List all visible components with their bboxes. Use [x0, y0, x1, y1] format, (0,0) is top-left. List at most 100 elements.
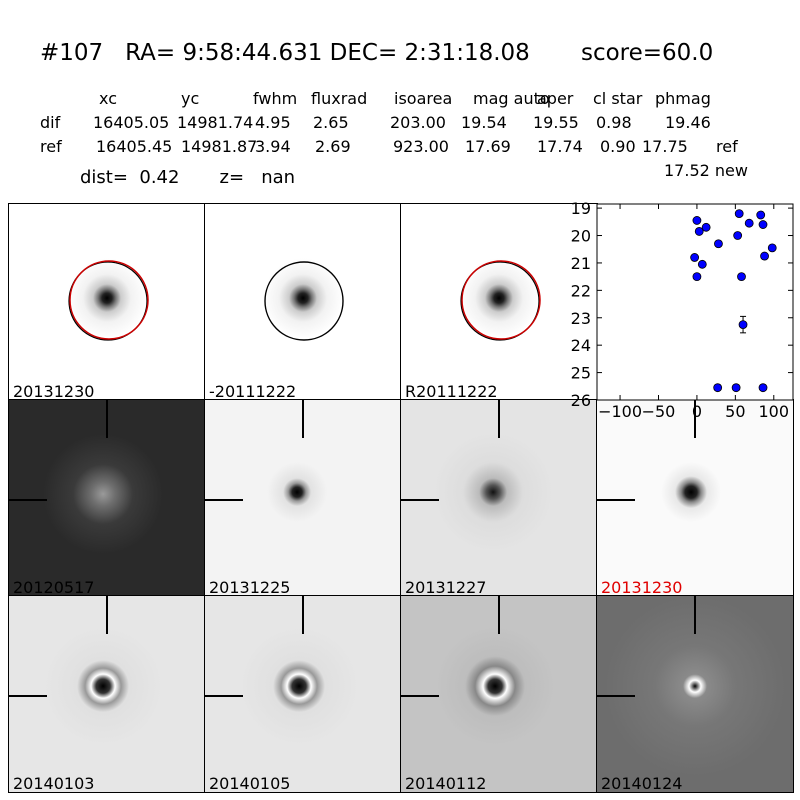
- cutout-panel: -20111222: [205, 204, 401, 400]
- panel-date-label: 20131230: [601, 578, 683, 596]
- data-point: [760, 251, 769, 261]
- data-point: [714, 239, 723, 249]
- y-tick-label: 23: [571, 309, 591, 328]
- column-header: mag auto: [473, 89, 550, 108]
- data-point: [694, 227, 704, 236]
- panel-date-label: 20131230: [13, 382, 95, 400]
- cutout-panel: 20140124: [597, 596, 793, 792]
- cutout-panel: 20131227: [401, 400, 597, 596]
- y-tick-label: 19: [571, 199, 591, 218]
- table-cell: 17.74: [537, 137, 583, 156]
- data-point: [738, 320, 748, 330]
- data-point: [731, 383, 741, 393]
- table-cell: 17.69: [465, 137, 511, 156]
- panel-date-label: -20111222: [209, 382, 297, 400]
- column-header: fwhm: [253, 89, 298, 108]
- column-header: aper: [537, 89, 574, 108]
- data-point: [697, 259, 707, 269]
- y-tick-label: 22: [571, 281, 591, 300]
- table-cell: 4.95: [255, 113, 291, 132]
- data-point: [692, 216, 702, 225]
- y-tick-label: 20: [571, 227, 591, 246]
- data-point: [733, 231, 743, 240]
- table-cell: 19.54: [461, 113, 507, 132]
- header-title: #107 RA= 9:58:44.631 DEC= 2:31:18.08 sco…: [40, 40, 714, 66]
- circle-outline: [68, 261, 148, 341]
- distance-line: dist= 0.42 z= nan: [80, 167, 296, 188]
- row-label: ref: [40, 137, 62, 156]
- data-point: [744, 218, 754, 228]
- data-point: [692, 272, 702, 282]
- table-cell: 923.00: [393, 137, 449, 156]
- plot-frame: [596, 203, 794, 401]
- panel-date-label: 20140105: [209, 774, 291, 792]
- crosshair-horizontal: [401, 695, 439, 697]
- column-header: phmag: [655, 89, 711, 108]
- data-point: [713, 383, 723, 393]
- new-magnitude: 17.52 new: [664, 161, 748, 180]
- x-tick-label: 0: [692, 402, 702, 421]
- table-cell: 17.75: [642, 137, 688, 156]
- data-point: [701, 222, 711, 232]
- crosshair-vertical: [106, 596, 108, 634]
- column-header: xc: [99, 89, 117, 108]
- circle-outline: [461, 260, 541, 340]
- table-cell: 19.46: [665, 113, 711, 132]
- row-extra: ref: [716, 137, 738, 156]
- cutout-panel: 20140105: [205, 596, 401, 792]
- cutout-panel: 20131230: [9, 204, 205, 400]
- panel-date-label: 20131227: [405, 578, 487, 596]
- cutout-panel: 20131225: [205, 400, 401, 596]
- panel-date-label: 20140112: [405, 774, 487, 792]
- table-cell: 14981.74: [177, 113, 254, 132]
- panel-date-label: 20140124: [601, 774, 683, 792]
- data-point: [734, 209, 744, 218]
- crosshair-horizontal: [597, 499, 635, 501]
- cutout-panel: R20111222: [401, 204, 597, 400]
- data-point: [758, 220, 768, 229]
- x-tick-label: −100: [598, 402, 642, 421]
- circle-outline: [264, 261, 344, 341]
- panel-date-label: 20140103: [13, 774, 95, 792]
- cutout-panel: 20140112: [401, 596, 597, 792]
- table-cell: 0.98: [596, 113, 632, 132]
- crosshair-horizontal: [9, 695, 47, 697]
- crosshair-vertical: [498, 596, 500, 634]
- table-cell: 203.00: [390, 113, 446, 132]
- cutout-panel: 20131230: [597, 400, 793, 596]
- crosshair-vertical: [302, 596, 304, 634]
- circle-outline: [69, 260, 149, 340]
- x-tick-label: −50: [642, 402, 676, 421]
- aperture-circle: [68, 260, 149, 341]
- crosshair-vertical: [694, 596, 696, 634]
- data-point: [767, 243, 777, 253]
- y-tick-label: 24: [571, 336, 591, 355]
- table-cell: 0.90: [600, 137, 636, 156]
- aperture-circle: [264, 261, 344, 341]
- data-point: [758, 383, 768, 393]
- crosshair-horizontal: [205, 499, 243, 501]
- aperture-circle: [460, 260, 541, 341]
- circle-outline: [460, 261, 540, 341]
- data-point: [690, 253, 700, 262]
- table-cell: 19.55: [533, 113, 579, 132]
- column-header: fluxrad: [311, 89, 368, 108]
- y-tick-label: 26: [571, 391, 591, 410]
- crosshair-vertical: [106, 400, 108, 438]
- table-cell: 2.69: [315, 137, 351, 156]
- table-cell: 3.94: [255, 137, 291, 156]
- crosshair-vertical: [498, 400, 500, 438]
- crosshair-horizontal: [597, 695, 635, 697]
- column-header: isoarea: [394, 89, 453, 108]
- table-cell: 14981.87: [181, 137, 258, 156]
- column-header: cl star: [593, 89, 643, 108]
- crosshair-horizontal: [401, 499, 439, 501]
- x-tick-label: 100: [759, 402, 790, 421]
- crosshair-vertical: [694, 400, 696, 438]
- panel-date-label: 20131225: [209, 578, 291, 596]
- column-header: yc: [181, 89, 200, 108]
- crosshair-horizontal: [9, 499, 47, 501]
- table-cell: 2.65: [313, 113, 349, 132]
- panel-date-label: R20111222: [405, 382, 498, 400]
- crosshair-vertical: [302, 400, 304, 438]
